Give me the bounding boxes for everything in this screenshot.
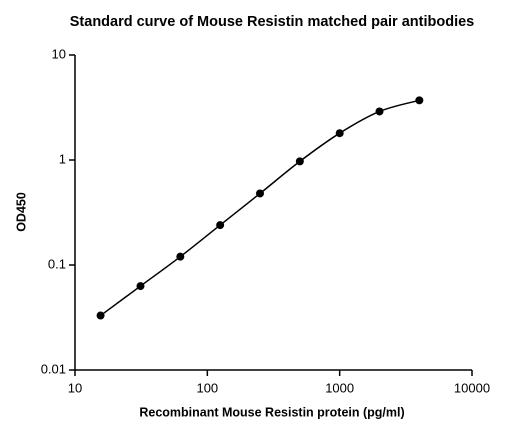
data-point <box>96 311 105 320</box>
x-tick-label: 10 <box>68 380 82 395</box>
data-point <box>415 96 424 105</box>
x-tick-label: 1000 <box>325 380 354 395</box>
data-point <box>216 221 225 230</box>
data-point <box>255 189 264 198</box>
y-axis-label: OD450 <box>14 192 28 232</box>
data-point <box>295 157 304 166</box>
x-tick-label: 10000 <box>454 380 490 395</box>
fit-curve <box>100 99 420 317</box>
data-point <box>176 252 185 261</box>
y-tick-label: 0.01 <box>41 361 66 376</box>
data-point <box>136 282 145 291</box>
chart-title: Standard curve of Mouse Resistin matched… <box>70 14 474 30</box>
y-tick-label: 1 <box>59 151 66 166</box>
x-tick-label: 100 <box>196 380 218 395</box>
x-axis-label: Recombinant Mouse Resistin protein (pg/m… <box>139 405 404 419</box>
data-point <box>375 107 384 116</box>
y-tick-label: 0.1 <box>48 256 66 271</box>
data-point <box>335 129 344 138</box>
y-tick-label: 10 <box>52 46 66 61</box>
